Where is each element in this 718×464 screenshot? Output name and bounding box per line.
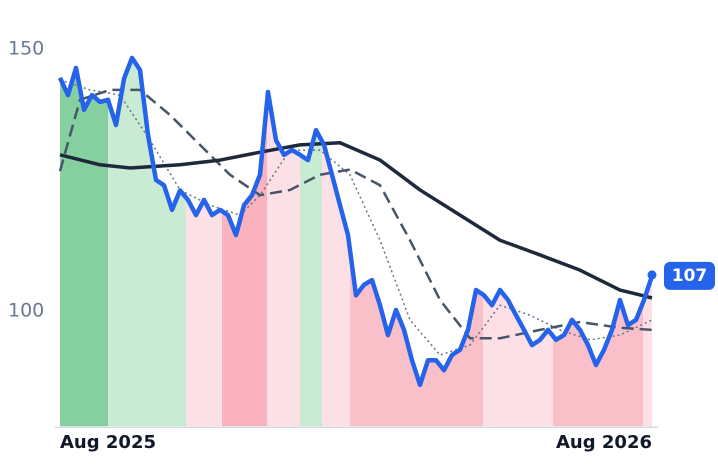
regime-band [483, 57, 553, 427]
regime-band [643, 57, 652, 427]
regime-band [186, 57, 222, 427]
series-line [57, 55, 655, 388]
regime-band [267, 57, 300, 427]
last-label-box [664, 261, 715, 290]
series-line [58, 88, 653, 340]
y-tick-label: 150 [8, 37, 44, 59]
last-label: 107 [672, 266, 708, 286]
x-tick-label: Aug 2026 [556, 432, 652, 453]
regime-band [222, 57, 268, 427]
regime-band [552, 57, 644, 427]
regime-band [60, 57, 108, 427]
last-point [647, 270, 657, 280]
regime-band [300, 57, 322, 427]
y-tick-label: 100 [8, 300, 44, 322]
x-tick-label: Aug 2025 [60, 432, 156, 453]
series-line [59, 79, 653, 356]
